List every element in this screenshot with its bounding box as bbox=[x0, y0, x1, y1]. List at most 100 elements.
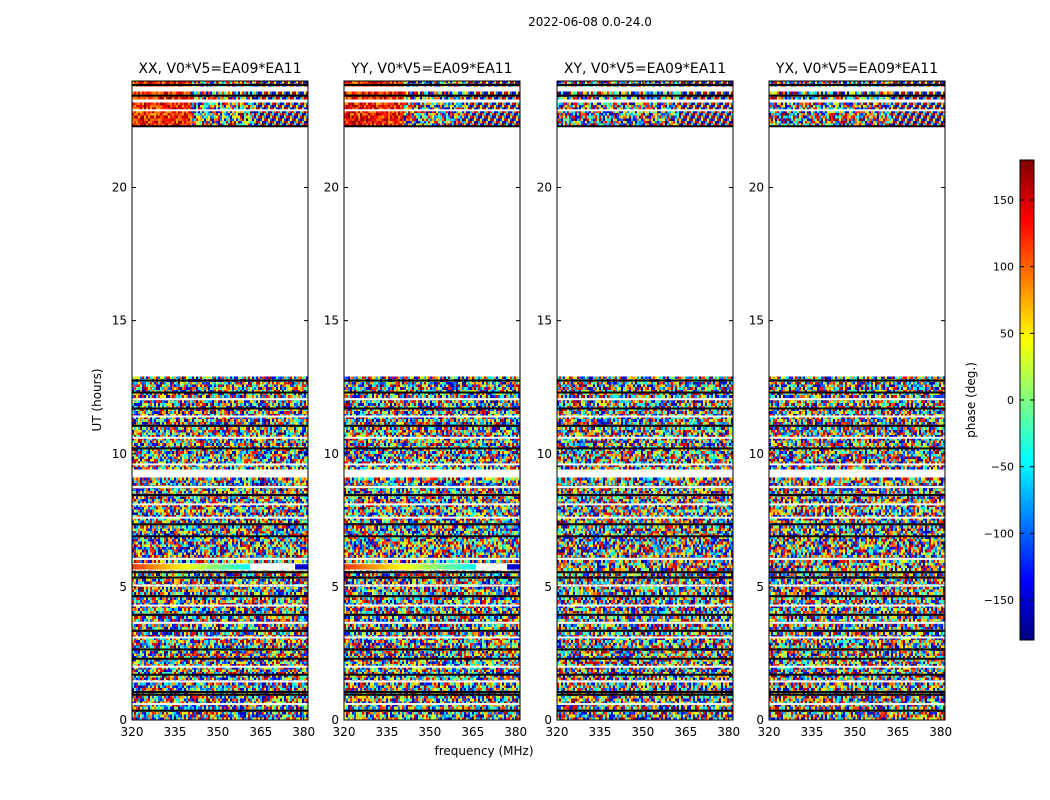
flag-line-dark bbox=[132, 629, 308, 632]
flag-line-light bbox=[132, 463, 308, 466]
flag-line-light bbox=[769, 604, 945, 607]
ramp-segment bbox=[446, 564, 450, 570]
flag-line-light bbox=[132, 516, 308, 519]
ramp-segment bbox=[167, 564, 171, 570]
ramp-segment bbox=[228, 564, 233, 570]
y-tick-label: 20 bbox=[749, 181, 764, 195]
ramp-segment bbox=[240, 564, 244, 570]
panel-3: XY, V0*V5=EA09*EA11 320 335 350 365 380 0 5 10 15… bbox=[537, 61, 740, 739]
flag-line-dark bbox=[769, 535, 945, 538]
flag-line-dark bbox=[769, 94, 945, 97]
flag-line-light bbox=[769, 463, 945, 466]
colorbar-tick-label: 50 bbox=[1000, 327, 1014, 340]
flag-line-dark bbox=[344, 535, 520, 538]
flag-line-dark bbox=[769, 424, 945, 427]
ramp-segment bbox=[237, 564, 242, 570]
ramp-segment bbox=[149, 564, 154, 570]
panels-group: XX, V0*V5=EA09*EA11 320 335 350 365 380 0 5 10 15… bbox=[112, 61, 952, 739]
flag-line-light bbox=[132, 636, 308, 639]
flag-line-dark bbox=[557, 576, 733, 579]
flag-line-dark bbox=[344, 691, 520, 694]
x-tick-label: 380 bbox=[929, 725, 952, 739]
y-tick-label: 0 bbox=[119, 713, 127, 727]
ramp-segment bbox=[376, 564, 381, 570]
flag-line-dark bbox=[769, 657, 945, 660]
panel-title: XX, V0*V5=EA09*EA11 bbox=[138, 61, 301, 77]
x-axis-label: frequency (MHz) bbox=[434, 744, 533, 758]
x-tick-label: 335 bbox=[163, 725, 186, 739]
flag-line-dark bbox=[132, 571, 308, 574]
flag-line-light bbox=[344, 436, 520, 439]
y-tick-label: 15 bbox=[324, 314, 339, 328]
panel-4: YX, V0*V5=EA09*EA11 320 335 350 365 380 0 5 10 15… bbox=[749, 61, 952, 739]
flag-line-dark bbox=[557, 657, 733, 660]
flag-line-dark bbox=[344, 391, 520, 394]
y-tick-label: 0 bbox=[756, 713, 764, 727]
panel-1: XX, V0*V5=EA09*EA11 320 335 350 365 380 0 5 10 15… bbox=[112, 61, 315, 739]
flag-line-dark bbox=[557, 709, 733, 712]
ramp-segment bbox=[146, 564, 151, 570]
flag-line-dark bbox=[769, 595, 945, 598]
flag-line-light bbox=[769, 503, 945, 506]
flag-line-dark bbox=[557, 571, 733, 574]
ramp-segment bbox=[181, 564, 186, 570]
ramp-segment bbox=[217, 564, 221, 570]
ramp-segment bbox=[403, 564, 408, 570]
flag-line-light bbox=[557, 109, 733, 112]
ramp-segment bbox=[231, 564, 236, 570]
y-tick-label: 5 bbox=[756, 580, 764, 594]
flag-line-dark bbox=[769, 673, 945, 676]
flag-line-light bbox=[557, 680, 733, 683]
ramp-segment bbox=[357, 564, 361, 570]
heatmap-raster bbox=[132, 81, 308, 720]
flag-line-dark bbox=[132, 391, 308, 394]
flag-line-light bbox=[557, 665, 733, 668]
y-tick-label: 0 bbox=[331, 713, 339, 727]
ramp-segment bbox=[409, 564, 414, 570]
flag-line-light bbox=[132, 503, 308, 506]
heatmap-raster bbox=[769, 81, 945, 720]
flag-line-light bbox=[344, 665, 520, 668]
y-tick-label: 0 bbox=[544, 713, 552, 727]
flag-line-dark bbox=[769, 571, 945, 574]
ramp-segment bbox=[416, 564, 421, 570]
flag-line-dark bbox=[557, 673, 733, 676]
flag-line-light bbox=[132, 398, 308, 401]
ramp-segment bbox=[246, 564, 250, 570]
x-tick-label: 350 bbox=[631, 725, 654, 739]
flag-line-light bbox=[344, 415, 520, 418]
ramp-segment bbox=[155, 564, 159, 570]
ramp-segment bbox=[380, 564, 384, 570]
flag-line-dark bbox=[344, 629, 520, 632]
flag-line-dark bbox=[132, 709, 308, 712]
flag-line-dark bbox=[344, 379, 520, 382]
flag-line-dark bbox=[557, 447, 733, 450]
flag-line-dark bbox=[344, 494, 520, 497]
ramp-segment bbox=[439, 564, 444, 570]
panel-2: YY, V0*V5=EA09*EA11 320 335 350 365 380 0 5 10 15… bbox=[324, 61, 527, 739]
ramp-segment bbox=[347, 564, 352, 570]
ramp-segment bbox=[190, 564, 195, 570]
y-tick-label: 20 bbox=[324, 181, 339, 195]
ramp-segment bbox=[205, 564, 209, 570]
y-tick-label: 10 bbox=[324, 447, 339, 461]
flag-line-dark bbox=[769, 379, 945, 382]
flag-line-light bbox=[557, 584, 733, 587]
flag-line-dark bbox=[557, 523, 733, 526]
ramp-segment bbox=[353, 564, 358, 570]
colorbar-tick-label: −50 bbox=[991, 461, 1014, 474]
x-tick-label: 365 bbox=[461, 725, 484, 739]
ramp-segment bbox=[367, 564, 371, 570]
flag-line-light bbox=[344, 557, 520, 560]
flag-line-light bbox=[132, 703, 308, 706]
flag-line-dark bbox=[132, 595, 308, 598]
y-tick-label: 5 bbox=[331, 580, 339, 594]
flag-line-dark bbox=[132, 125, 308, 128]
ramp-segment bbox=[140, 564, 145, 570]
ramp-segment bbox=[390, 564, 394, 570]
flag-line-dark bbox=[132, 447, 308, 450]
flag-line-dark bbox=[557, 535, 733, 538]
flag-line-light bbox=[344, 109, 520, 112]
colorbar-tick-label: 100 bbox=[993, 261, 1014, 274]
